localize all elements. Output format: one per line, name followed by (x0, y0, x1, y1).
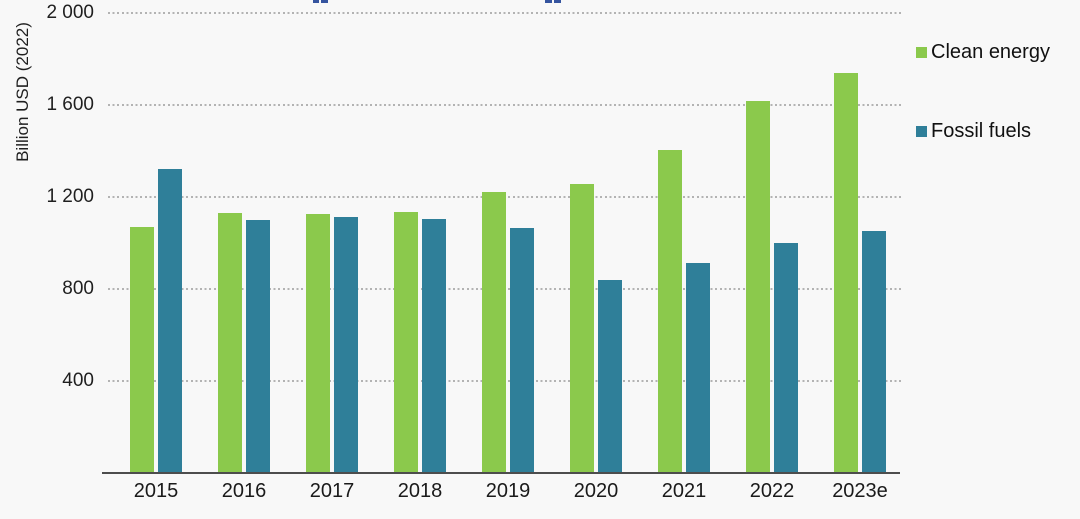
x-tick-label-2018: 2018 (397, 480, 443, 502)
bar-fossil-fuels-2021 (686, 263, 710, 473)
x-tick-label-2017: 2017 (309, 480, 355, 502)
legend-label: Fossil fuels (931, 120, 1032, 142)
legend-item-clean-energy: Clean energy (916, 41, 1050, 64)
legend-label: Clean energy (931, 41, 1050, 63)
bar-clean-energy-2017 (306, 214, 330, 473)
x-tick-label-2021: 2021 (661, 480, 707, 502)
bar-fossil-fuels-2023e (862, 231, 886, 473)
bar-clean-energy-2023e (834, 72, 858, 473)
legend-item-fossil-fuels: Fossil fuels (916, 120, 1031, 143)
bar-fossil-fuels-2022 (774, 242, 798, 473)
bar-clean-energy-2015 (130, 226, 154, 473)
bar-clean-energy-2019 (482, 192, 506, 473)
bar-fossil-fuels-2016 (246, 219, 270, 473)
cropped-text-fragment (545, 0, 561, 3)
bar-fossil-fuels-2020 (598, 279, 622, 473)
bar-fossil-fuels-2015 (158, 169, 182, 473)
x-tick-label-2019: 2019 (485, 480, 531, 502)
bar-fossil-fuels-2018 (422, 218, 446, 473)
bar-fossil-fuels-2017 (334, 217, 358, 473)
bar-clean-energy-2016 (218, 212, 242, 473)
y-tick-label: 1 200 (46, 185, 94, 207)
y-tick-label: 400 (62, 369, 94, 391)
y-tick-label: 1 600 (46, 93, 94, 115)
x-tick-label-2015: 2015 (133, 480, 179, 502)
x-tick-label-2016: 2016 (221, 480, 267, 502)
x-tick-label-2023e: 2023e (832, 480, 888, 502)
bar-fossil-fuels-2019 (510, 227, 534, 473)
gridline-2000 (108, 12, 902, 14)
x-tick-label-2022: 2022 (749, 480, 795, 502)
bar-clean-energy-2021 (658, 149, 682, 473)
bar-clean-energy-2018 (394, 211, 418, 473)
x-tick-label-2020: 2020 (573, 480, 619, 502)
bar-clean-energy-2022 (746, 101, 770, 473)
gridline-1600 (108, 103, 902, 106)
y-axis-title: Billion USD (2022) (13, 22, 32, 162)
y-tick-label: 2 000 (46, 2, 94, 23)
cropped-text-fragment (313, 0, 328, 3)
legend-swatch-icon (916, 126, 927, 137)
legend-swatch-icon (916, 47, 927, 58)
x-axis-line (102, 472, 900, 474)
bar-clean-energy-2020 (570, 184, 594, 473)
y-tick-label: 800 (62, 277, 94, 299)
